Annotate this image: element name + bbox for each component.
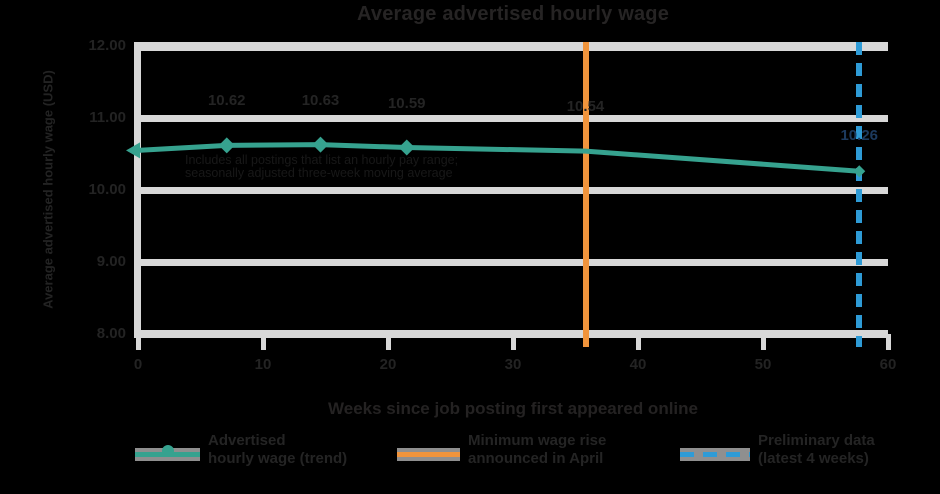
legend-item-label: Advertised hourly wage (trend) — [208, 432, 347, 468]
x-axis-tick — [635, 334, 641, 350]
diamond-marker — [398, 139, 415, 156]
data-point-label: 10.63 — [301, 91, 340, 109]
diamond-marker — [853, 165, 866, 178]
event-vline-solid — [582, 42, 589, 347]
x-tick-label: 20 — [379, 356, 397, 373]
data-point-label: 10.54 — [566, 98, 605, 116]
x-axis-tick — [760, 334, 766, 350]
x-tick-label: 10 — [254, 356, 272, 373]
x-axis-tick — [510, 334, 516, 350]
y-tick-label: 9.00 — [96, 253, 126, 270]
legend-dot-marker — [161, 445, 174, 457]
diamond-marker — [218, 137, 235, 154]
chart-title: Average advertised hourly wage — [356, 3, 670, 25]
legend-label-line-2: hourly wage (trend) — [208, 450, 348, 467]
series-start-marker — [126, 142, 140, 159]
legend-item-label: Minimum wage rise announced in April — [468, 432, 606, 468]
trend-line — [137, 142, 860, 174]
x-axis-tick — [135, 334, 141, 350]
gridline — [135, 258, 888, 266]
x-axis-tick — [260, 334, 266, 350]
legend-dashed-line-swatch — [680, 452, 750, 457]
legend-line-swatch — [397, 452, 460, 457]
y-tick-label: 8.00 — [96, 325, 126, 342]
legend-label-line-1: Minimum wage rise — [468, 432, 607, 449]
x-axis-tick — [385, 334, 391, 350]
legend-label-line-1: Advertised — [208, 432, 286, 449]
chart-legend: Advertised hourly wage (trend) Minimum wag… — [0, 431, 940, 491]
x-tick-label: 0 — [133, 356, 143, 373]
x-tick-label: 30 — [504, 356, 522, 373]
annotation-line-2: seasonally adjusted three-week moving av… — [185, 166, 453, 180]
trend-line-layer — [126, 136, 866, 178]
plot-area: 12.00 11.00 10.00 9.00 8.00 0 10 20 30 40 50 60 10… — [88, 37, 897, 373]
legend-label-line-2: (latest 4 weeks) — [758, 450, 869, 467]
series-annotation: Includes all postings that list an hourl… — [185, 154, 585, 180]
legend-item-line[interactable]: Minimum wage rise announced in April — [397, 431, 647, 491]
gridline — [135, 114, 888, 122]
legend-label-line-2: announced in April — [468, 450, 604, 467]
gridline — [135, 186, 888, 194]
legend-label-line-1: Preliminary data — [758, 432, 875, 449]
annotation-line-1: Includes all postings that list an hourl… — [185, 153, 459, 167]
diamond-marker — [312, 136, 329, 153]
legend-item-label: Preliminary data (latest 4 weeks) — [758, 432, 875, 468]
x-axis-tick — [885, 334, 891, 350]
y-tick-label: 11.00 — [89, 109, 126, 126]
data-point-label: 10.26 — [840, 127, 879, 145]
gridline — [135, 41, 888, 51]
data-point-label: 10.59 — [387, 94, 426, 112]
y-tick-label: 10.00 — [88, 181, 126, 198]
x-axis-title: Weeks since job posting first appeared o… — [328, 399, 698, 418]
preliminary-vline-dashed — [856, 42, 863, 347]
legend-item-dashed[interactable]: Preliminary data (latest 4 weeks) — [680, 431, 930, 491]
y-tick-label: 12.00 — [88, 37, 126, 54]
y-axis-line — [134, 42, 141, 338]
data-point-label: 10.62 — [207, 92, 246, 110]
x-tick-label: 50 — [754, 356, 772, 373]
x-tick-label: 40 — [629, 356, 647, 373]
x-tick-label: 60 — [879, 356, 897, 373]
legend-item-line-dot[interactable]: Advertised hourly wage (trend) — [135, 431, 385, 491]
